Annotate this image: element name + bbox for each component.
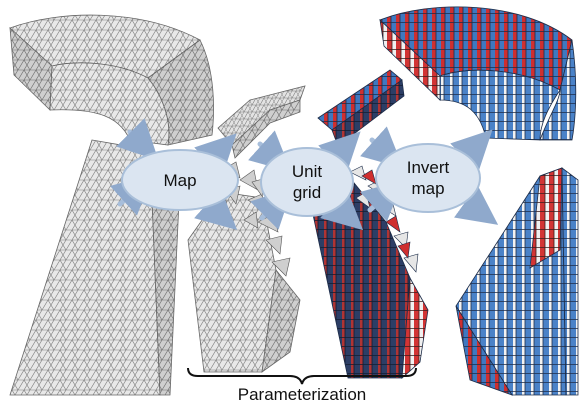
frame-field-bar xyxy=(317,69,405,147)
invert-map-label-line1: Invert xyxy=(407,158,450,177)
unit-grid-label-line1: Unit xyxy=(292,162,323,181)
frame-field-large-wedge xyxy=(455,167,579,396)
parameterization-caption: Parameterization xyxy=(238,385,367,404)
unit-grid-label-line2: grid xyxy=(293,183,321,202)
frame-field-ring-sector xyxy=(379,6,577,141)
invert-map-bubble: Invert map xyxy=(375,143,481,213)
unit-grid-bubble: Unit grid xyxy=(260,147,354,217)
arrow-invert-to-wedge xyxy=(454,185,499,225)
arrow-ring-to-map xyxy=(116,118,159,161)
parameterization-brace: Parameterization xyxy=(187,367,417,404)
map-label: Map xyxy=(163,171,196,190)
input-mesh-ring-sector xyxy=(9,14,214,146)
map-bubble: Map xyxy=(121,149,239,211)
invert-map-label-line2: map xyxy=(411,179,444,198)
